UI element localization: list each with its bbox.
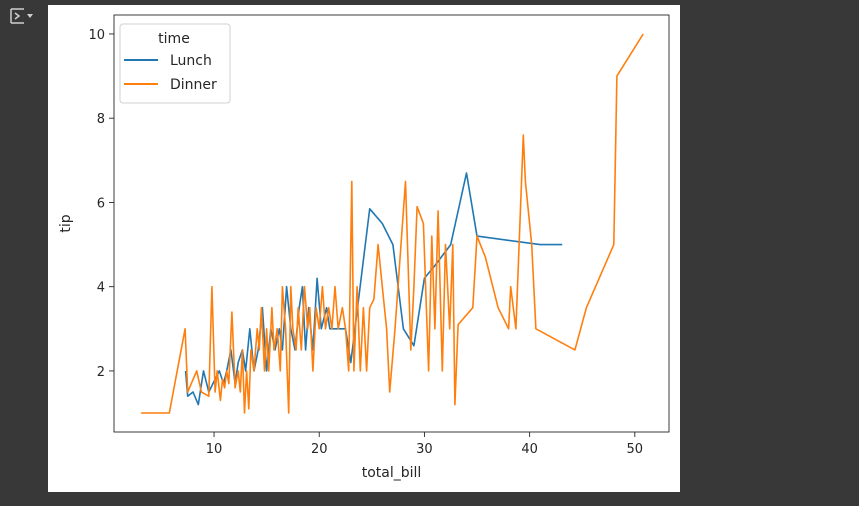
output-toggle-icon[interactable] xyxy=(8,6,34,26)
x-axis: 10 20 30 40 50 xyxy=(206,432,643,457)
line-chart: 10 20 30 40 50 2 4 6 8 10 total_bill tip time Lu… xyxy=(58,14,670,481)
series-line-lunch xyxy=(184,172,563,406)
legend-label-dinner: Dinner xyxy=(170,77,217,93)
x-tick-label: 10 xyxy=(206,442,223,457)
x-tick-label: 50 xyxy=(627,442,644,457)
y-axis: 2 4 6 8 10 xyxy=(88,28,114,380)
y-tick-label: 6 xyxy=(97,196,105,211)
x-tick-label: 40 xyxy=(521,442,538,457)
y-tick-label: 2 xyxy=(97,365,105,380)
y-tick-label: 8 xyxy=(97,112,105,127)
legend: time Lunch Dinner xyxy=(119,23,231,104)
series-layer xyxy=(141,33,644,414)
x-tick-label: 30 xyxy=(416,442,433,457)
x-tick-label: 20 xyxy=(311,442,328,457)
chart-figure: 10 20 30 40 50 2 4 6 8 10 total_bill tip time Lu… xyxy=(48,5,680,492)
legend-label-lunch: Lunch xyxy=(170,53,212,69)
y-tick-label: 4 xyxy=(97,281,105,296)
x-axis-label: total_bill xyxy=(362,465,422,481)
y-tick-label: 10 xyxy=(88,28,105,43)
y-axis-label: tip xyxy=(58,214,74,232)
plot-area-frame xyxy=(113,14,670,433)
series-line-dinner xyxy=(141,33,644,414)
legend-title: time xyxy=(158,31,190,47)
